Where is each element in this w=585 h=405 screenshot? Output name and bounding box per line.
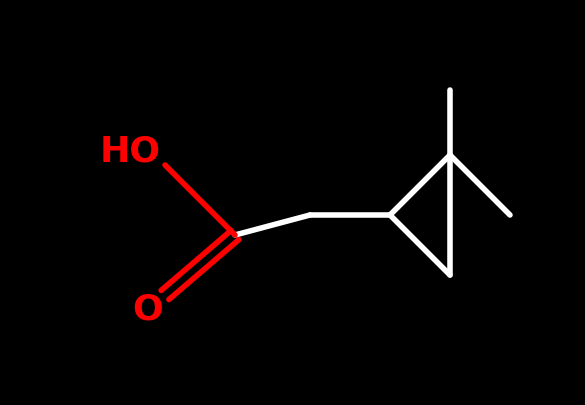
- Text: HO: HO: [100, 135, 161, 169]
- Text: O: O: [133, 293, 163, 327]
